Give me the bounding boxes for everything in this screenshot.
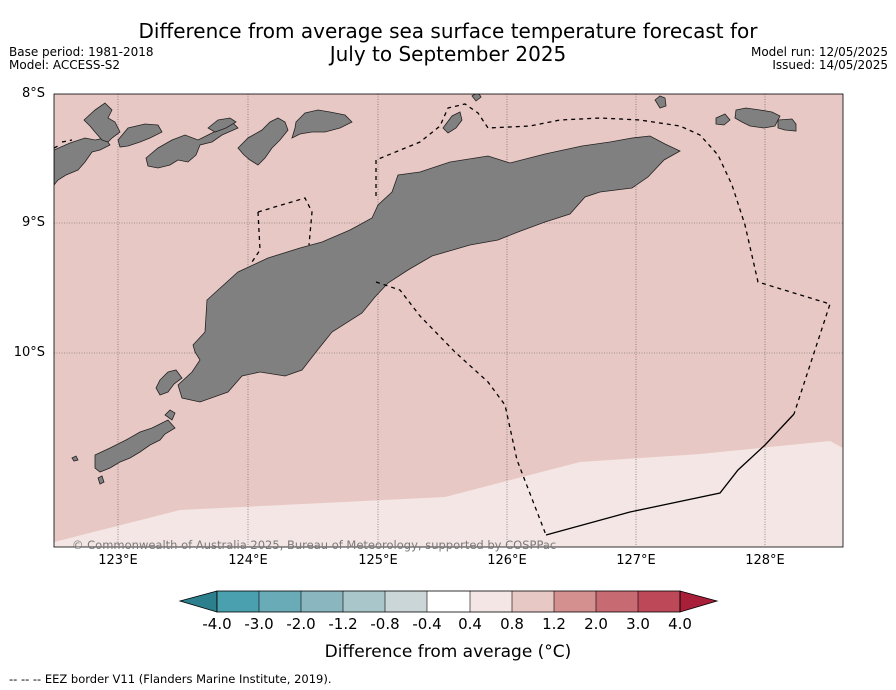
wetar-west-islet	[442, 111, 463, 134]
model-run: Model run: 12/05/2025	[750, 45, 888, 59]
wetar-north-islet	[471, 94, 482, 102]
alor-island	[237, 117, 289, 166]
meta-left: Base period: 1981-2018 Model: ACCESS-S2	[9, 46, 154, 72]
colorbar-bin	[343, 591, 385, 612]
colorbar-bin	[385, 591, 427, 612]
land	[54, 94, 797, 485]
title-line-2: July to September 2025	[329, 42, 567, 66]
alor-island-west	[207, 117, 237, 133]
lon-label: 128°E	[745, 553, 785, 568]
colorbar-labels: -4.0 -3.0 -2.0 -1.2 -0.8 -0.4 0.4 0.8 1.…	[0, 615, 896, 635]
colorbar	[178, 590, 719, 613]
colorbar-bin	[554, 591, 596, 612]
colorbar-tick-label: 3.0	[626, 615, 650, 633]
lat-label: 10°S	[13, 345, 45, 360]
base-period: Base period: 1981-2018	[9, 45, 154, 59]
colorbar-tick-label: -1.2	[328, 615, 358, 633]
colorbar-bin	[512, 591, 554, 612]
lat-label: 8°S	[21, 86, 45, 101]
copyright-notice: © Commonwealth of Australia 2025, Bureau…	[72, 538, 557, 552]
issued-date: Issued: 14/05/2025	[772, 58, 888, 72]
colorbar-tick-label: -4.0	[202, 615, 232, 633]
ocean-anomaly-low	[54, 441, 843, 547]
timor-island	[177, 135, 681, 403]
colorbar-tick-label: -2.0	[286, 615, 316, 633]
colorbar-bin	[470, 591, 512, 612]
model-name: Model: ACCESS-S2	[9, 58, 121, 72]
eez-borders	[54, 103, 831, 536]
title-line-1: Difference from average sea surface temp…	[138, 19, 758, 43]
map-frame	[53, 93, 844, 548]
solor-island	[145, 121, 239, 169]
colorbar-tick-label: 0.4	[458, 615, 482, 633]
moa-island	[777, 118, 797, 132]
colorbar-tick-label: 2.0	[584, 615, 608, 633]
lon-label: 124°E	[228, 553, 268, 568]
colorbar-tick-label: 1.2	[542, 615, 566, 633]
kisar-islet	[654, 95, 667, 109]
flores-island	[54, 137, 111, 186]
colorbar-bin	[638, 591, 680, 612]
leti-island	[734, 107, 781, 129]
atauro-like-island	[291, 109, 353, 139]
colorbar-bin	[596, 591, 638, 612]
lon-label: 126°E	[487, 553, 527, 568]
colorbar-tick-label: -3.0	[244, 615, 274, 633]
lon-label: 123°E	[98, 553, 138, 568]
rote-island	[94, 419, 176, 473]
colorbar-tick-label: -0.4	[412, 615, 442, 633]
lon-label: 125°E	[358, 553, 398, 568]
pantar-island	[117, 123, 163, 148]
savu-islet	[97, 475, 105, 485]
colorbar-title: Difference from average (°C)	[324, 642, 572, 662]
colorbar-tick-label: -0.8	[370, 615, 400, 633]
colorbar-extend-high	[679, 590, 719, 613]
colorbar-tick-label: 4.0	[668, 615, 692, 633]
lat-label: 9°S	[21, 215, 45, 230]
chart-title: Difference from average sea surface temp…	[0, 20, 896, 66]
meta-right: Model run: 12/05/2025 Issued: 14/05/2025	[751, 46, 888, 72]
map-area	[54, 94, 843, 547]
eez-legend-note: -- -- -- EEZ border V11 (Flanders Marine…	[9, 672, 332, 686]
ndao-islet	[164, 409, 176, 421]
lembata-island	[83, 102, 121, 143]
colorbar-bin	[217, 591, 259, 612]
raijua-islet	[71, 455, 79, 462]
colorbar-bin	[259, 591, 301, 612]
colorbar-extend-low	[178, 590, 218, 613]
colorbar-bin	[301, 591, 343, 612]
semau-island	[155, 369, 183, 396]
colorbar-bin	[427, 591, 470, 612]
lakor-islet	[715, 113, 731, 126]
lon-label: 127°E	[616, 553, 656, 568]
colorbar-tick-label: 0.8	[500, 615, 524, 633]
